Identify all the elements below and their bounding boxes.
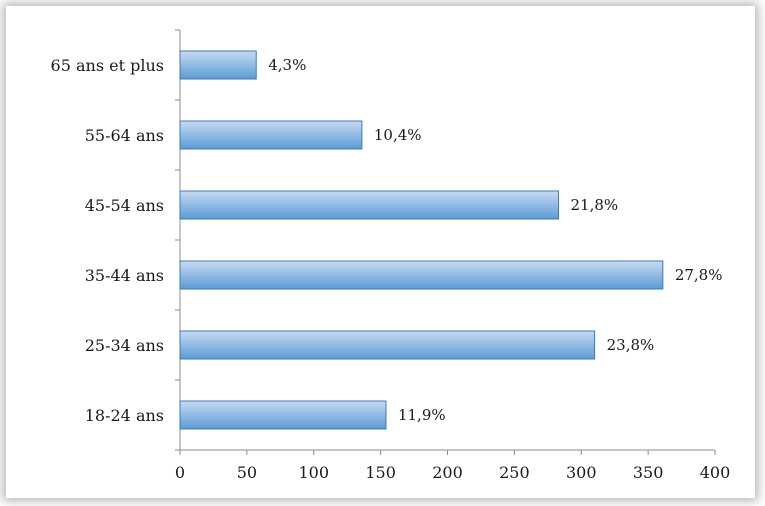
data-label: 11,9% [398, 406, 446, 424]
data-label: 4,3% [268, 56, 306, 74]
x-tick-label: 0 [175, 463, 185, 482]
data-label: 10,4% [374, 126, 422, 144]
bar [179, 190, 560, 220]
category-label: 65 ans et plus [51, 56, 164, 75]
bar [179, 330, 596, 360]
x-tick-label: 150 [365, 463, 396, 482]
bar [179, 260, 664, 290]
category-label: 25-34 ans [85, 336, 164, 355]
bars: 18-24 ans 11,9% 25-34 ans 23,8% 35-44 ans 27,… [51, 50, 723, 430]
x-tick-label: 50 [237, 463, 257, 482]
category-label: 35-44 ans [85, 266, 164, 285]
category-label: 45-54 ans [85, 196, 164, 215]
x-tick-label: 100 [298, 463, 329, 482]
x-tick-label: 200 [432, 463, 463, 482]
bar [179, 120, 363, 150]
x-tick-label: 250 [499, 463, 530, 482]
bar [179, 400, 387, 430]
bar [179, 50, 257, 80]
data-label: 21,8% [571, 196, 619, 214]
data-label: 27,8% [675, 266, 723, 284]
x-tick-label: 300 [566, 463, 597, 482]
data-label: 23,8% [607, 336, 655, 354]
category-label: 55-64 ans [85, 126, 164, 145]
axes: 0 50 100 150 200 250 300 350 400 [175, 29, 731, 482]
category-label: 18-24 ans [85, 406, 164, 425]
x-tick-label: 400 [700, 463, 731, 482]
x-tick-label: 350 [633, 463, 664, 482]
